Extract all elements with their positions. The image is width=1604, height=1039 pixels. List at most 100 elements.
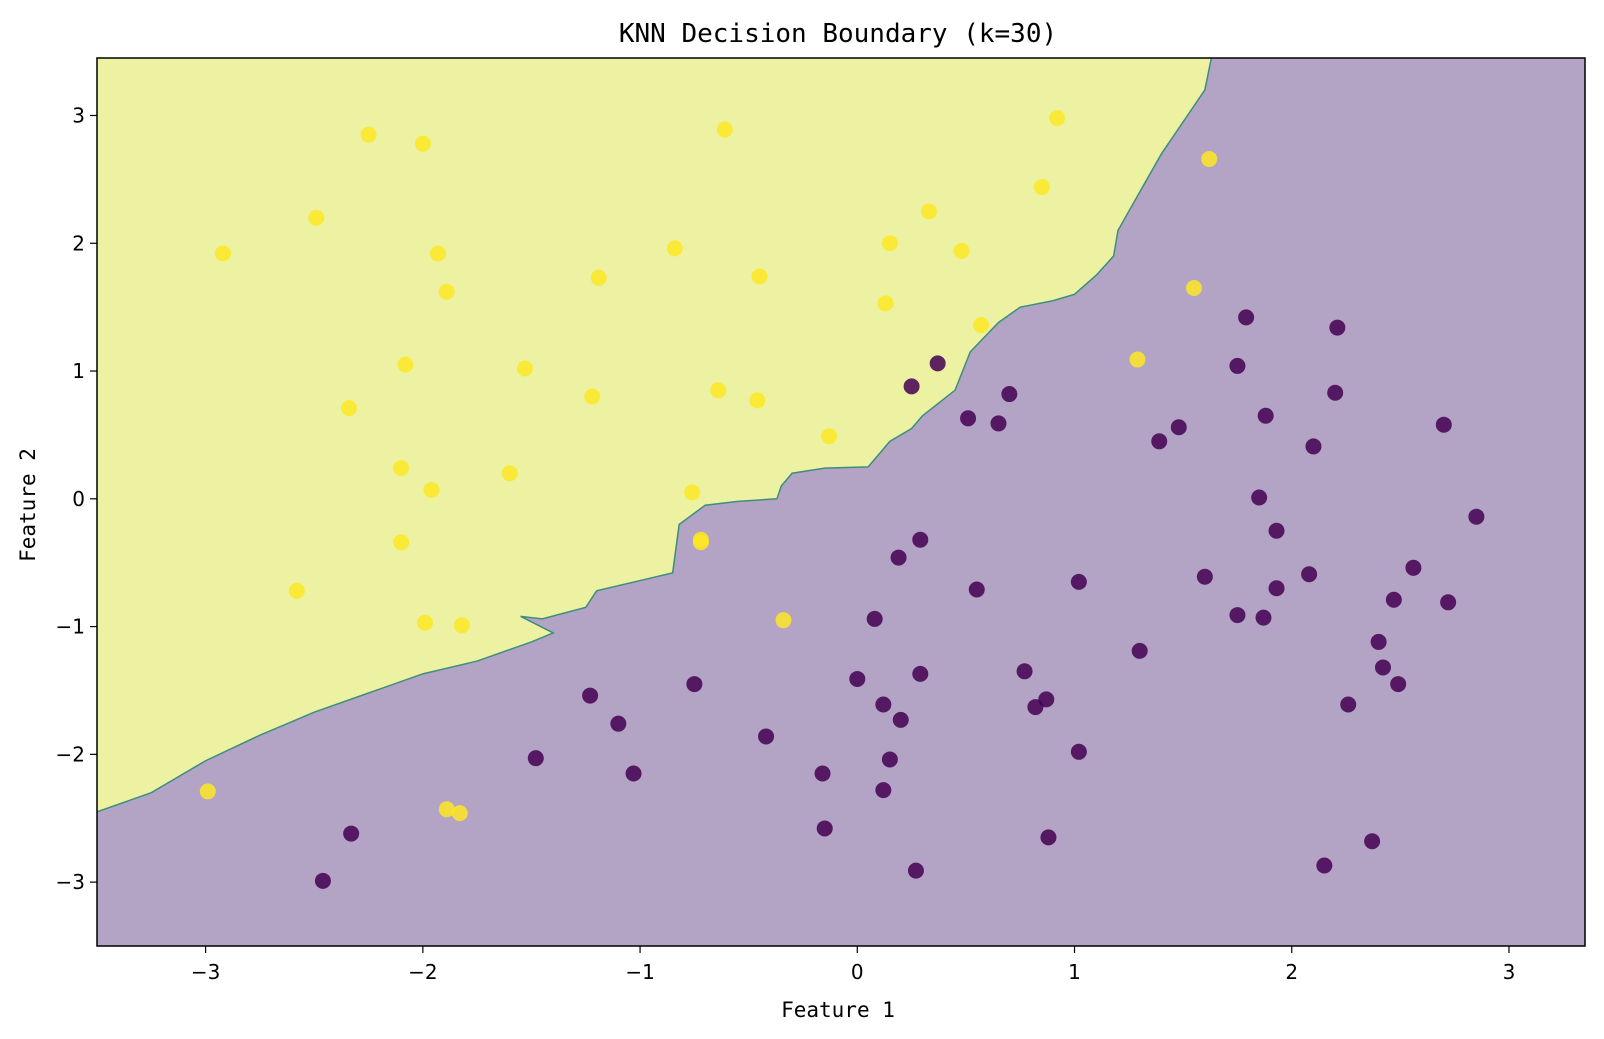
y-axis: −3 −2 −1 0 1 2 3 <box>56 103 97 894</box>
data-point-class-1 <box>920 203 937 220</box>
data-point-class-1 <box>438 283 455 300</box>
x-tick-label: −2 <box>408 960 437 984</box>
data-point-class-0 <box>1229 357 1246 374</box>
data-point-class-1 <box>308 209 325 226</box>
data-point-class-0 <box>1329 319 1346 336</box>
y-tick-label: −2 <box>56 742 85 766</box>
data-point-class-1 <box>821 428 838 445</box>
data-point-class-0 <box>890 549 907 566</box>
data-point-class-0 <box>1257 407 1274 424</box>
data-point-class-1 <box>423 481 440 498</box>
data-point-class-0 <box>314 872 331 889</box>
data-point-class-1 <box>749 392 766 409</box>
data-point-class-0 <box>1070 743 1087 760</box>
data-point-class-1 <box>516 360 533 377</box>
data-point-class-0 <box>907 862 924 879</box>
data-point-class-0 <box>814 765 831 782</box>
data-point-class-1 <box>501 465 518 482</box>
y-tick-label: 3 <box>72 103 85 127</box>
data-point-class-1 <box>584 388 601 405</box>
data-point-class-0 <box>1305 438 1322 455</box>
data-point-class-1 <box>430 245 447 262</box>
data-point-class-0 <box>1385 591 1402 608</box>
data-point-class-0 <box>968 581 985 598</box>
data-point-class-1 <box>393 460 410 477</box>
data-point-class-0 <box>1390 676 1407 693</box>
data-point-class-1 <box>751 268 768 285</box>
data-point-class-1 <box>360 126 377 143</box>
data-point-class-0 <box>758 728 775 745</box>
x-axis: −3 −2 −1 0 1 2 3 <box>191 946 1515 984</box>
data-point-class-0 <box>1040 829 1057 846</box>
data-point-class-1 <box>716 121 733 138</box>
y-tick-label: −3 <box>56 870 85 894</box>
data-point-class-0 <box>582 687 599 704</box>
data-point-class-0 <box>1016 663 1033 680</box>
data-point-class-1 <box>666 240 683 257</box>
data-point-class-1 <box>1129 351 1146 368</box>
data-point-class-0 <box>1238 309 1255 326</box>
data-point-class-1 <box>214 245 231 262</box>
data-point-class-0 <box>881 751 898 768</box>
data-point-class-0 <box>1405 559 1422 576</box>
decision-boundary-line <box>96 57 1213 813</box>
y-axis-label: Feature 2 <box>16 448 40 562</box>
data-point-class-1 <box>953 242 970 259</box>
data-point-class-1 <box>417 614 434 631</box>
x-tick-label: −1 <box>625 960 654 984</box>
data-point-class-0 <box>1170 419 1187 436</box>
data-point-class-1 <box>775 612 792 629</box>
data-point-class-0 <box>1131 642 1148 659</box>
data-point-class-0 <box>1229 607 1246 624</box>
data-point-class-1 <box>453 617 470 634</box>
chart-title: KNN Decision Boundary (k=30) <box>619 19 1057 49</box>
data-point-class-0 <box>686 676 703 693</box>
data-point-class-0 <box>892 711 909 728</box>
data-point-class-0 <box>903 378 920 395</box>
data-point-class-1 <box>692 534 709 551</box>
data-point-class-1 <box>881 235 898 252</box>
data-point-class-0 <box>849 670 866 687</box>
data-point-class-0 <box>1301 566 1318 583</box>
plot-frame <box>96 57 1586 947</box>
data-point-class-0 <box>1251 489 1268 506</box>
x-tick-label: 2 <box>1285 960 1298 984</box>
data-point-class-1 <box>590 269 607 286</box>
region-class-1 <box>97 58 1212 812</box>
data-point-class-0 <box>1370 633 1387 650</box>
data-point-class-1 <box>973 317 990 334</box>
y-tick-label: −1 <box>56 615 85 639</box>
data-point-class-0 <box>866 610 883 627</box>
data-point-class-1 <box>1033 179 1050 196</box>
data-point-class-1 <box>340 400 357 417</box>
data-point-class-1 <box>877 295 894 312</box>
data-point-class-0 <box>1435 416 1452 433</box>
data-point-class-0 <box>875 696 892 713</box>
data-point-class-1 <box>393 534 410 551</box>
y-tick-label: 2 <box>72 231 85 255</box>
data-point-class-0 <box>912 665 929 682</box>
data-point-class-1 <box>414 135 431 152</box>
data-point-class-0 <box>1364 833 1381 850</box>
data-point-class-0 <box>1468 508 1485 525</box>
data-point-class-0 <box>875 782 892 799</box>
x-tick-label: −3 <box>191 960 220 984</box>
data-point-class-0 <box>625 765 642 782</box>
data-point-class-0 <box>816 820 833 837</box>
data-point-class-0 <box>527 750 544 767</box>
x-tick-label: 1 <box>1068 960 1081 984</box>
plot-area <box>96 57 1586 947</box>
x-tick-label: 3 <box>1503 960 1516 984</box>
x-tick-label: 0 <box>851 960 864 984</box>
data-point-class-0 <box>1070 573 1087 590</box>
data-point-class-0 <box>1001 386 1018 403</box>
data-point-class-0 <box>1268 522 1285 539</box>
data-point-class-1 <box>451 805 468 822</box>
data-point-class-1 <box>397 356 414 373</box>
y-tick-label: 1 <box>72 359 85 383</box>
data-point-class-1 <box>684 484 701 501</box>
data-point-class-0 <box>990 415 1007 432</box>
data-point-class-1 <box>1185 279 1202 296</box>
data-point-class-0 <box>610 715 627 732</box>
